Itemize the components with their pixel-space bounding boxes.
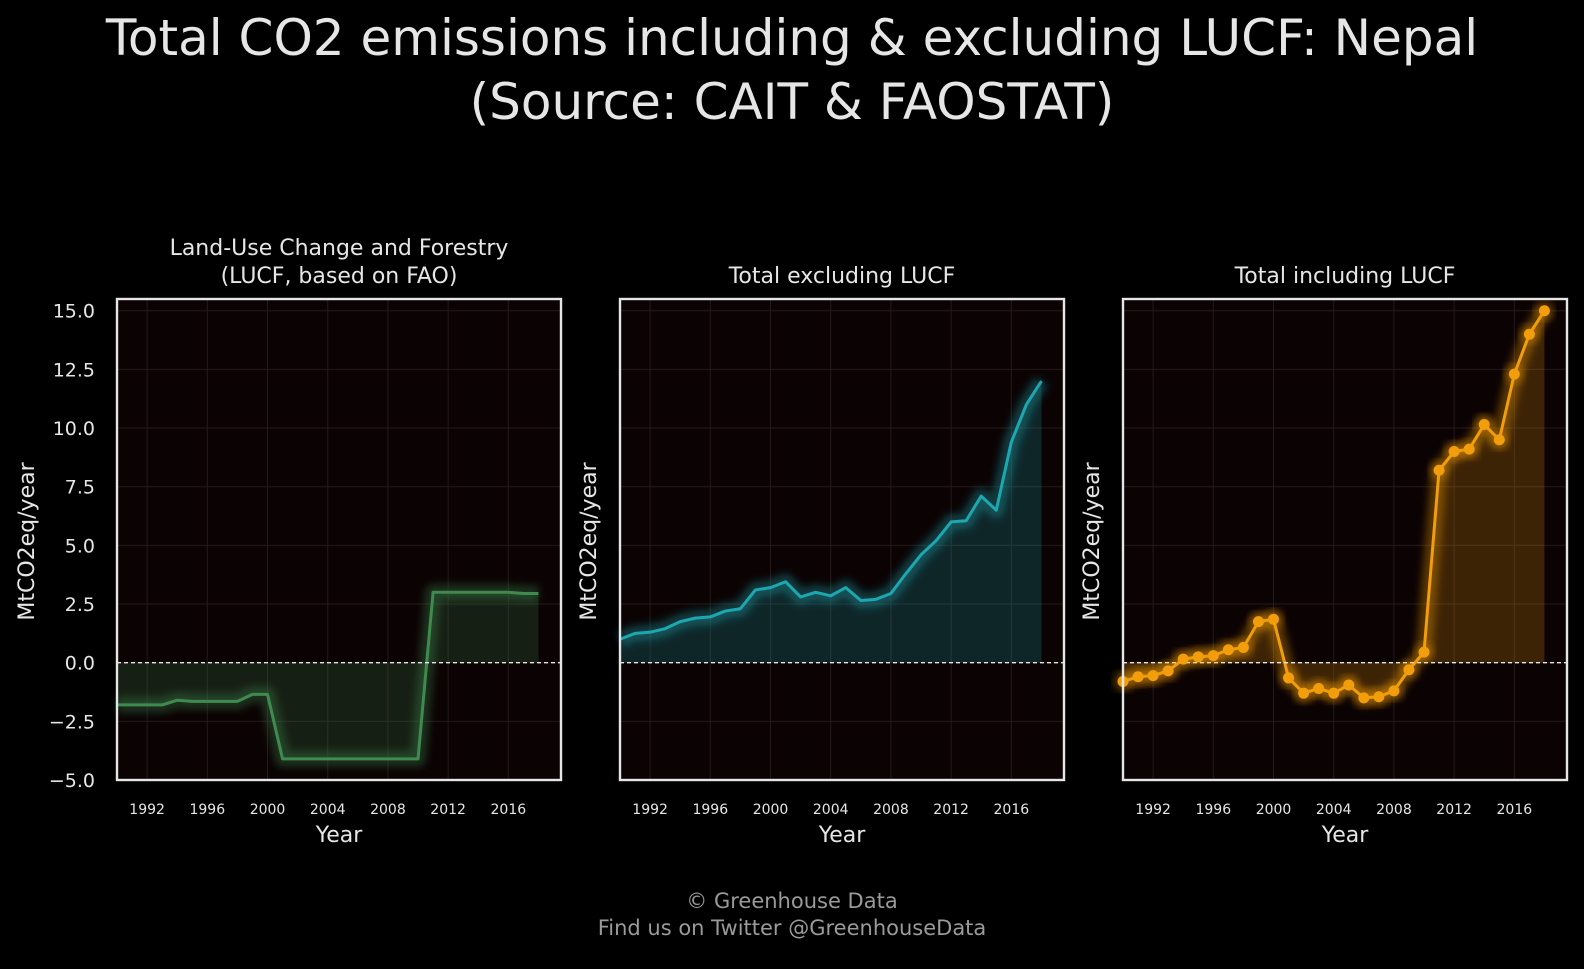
y-axis-label: MtCO2eq/year: [1080, 461, 1105, 620]
panel-title: Total including LUCF: [1234, 264, 1456, 289]
panel-title: (LUCF, based on FAO): [221, 264, 458, 289]
x-axis-label: Year: [818, 823, 867, 848]
data-point: [1358, 692, 1370, 704]
data-point: [1283, 672, 1295, 684]
y-tick-label: −2.5: [49, 711, 95, 733]
x-tick-label: 2004: [813, 802, 849, 818]
y-axis-label: MtCO2eq/year: [577, 461, 602, 620]
plot-frame: [618, 297, 1066, 782]
panel-title: Land-Use Change and Forestry: [170, 236, 509, 261]
plot-background: [620, 299, 1064, 780]
x-tick-label: 2008: [1376, 802, 1412, 818]
y-axis-label: MtCO2eq/year: [15, 461, 40, 620]
series-line: [619, 380, 1043, 641]
data-point: [1433, 464, 1445, 476]
data-point: [1448, 446, 1460, 458]
plot-background: [1123, 299, 1567, 780]
panel-title: Total excluding LUCF: [728, 264, 956, 289]
x-axis-label: Year: [315, 823, 364, 848]
data-point: [1538, 305, 1550, 317]
data-point: [1478, 419, 1490, 431]
data-point: [1222, 644, 1234, 656]
x-axis-label: Year: [1321, 823, 1370, 848]
footer: © Greenhouse Data Find us on Twitter @Gr…: [0, 888, 1584, 942]
chart-panel-3: 1992 1996 2000 2004 2008 2012 2016 Year MtCO2eq/…: [1080, 264, 1569, 848]
x-tick-label: 2008: [873, 802, 909, 818]
series-area: [620, 381, 1042, 663]
x-tick-label: 2000: [1256, 802, 1292, 818]
chart-panel-2: 1992 1996 2000 2004 2008 2012 2016 Year MtCO2eq/…: [577, 264, 1066, 848]
x-tick-label: 1992: [129, 802, 165, 818]
data-point: [1418, 646, 1430, 658]
x-tick-label: 2016: [994, 802, 1030, 818]
series-line: [117, 590, 539, 761]
x-tick-label: 1996: [1195, 802, 1231, 818]
x-tick-label: 1992: [632, 802, 668, 818]
y-tick-label: −5.0: [49, 770, 95, 792]
data-point: [1493, 434, 1505, 446]
x-tick-label: 2000: [250, 802, 286, 818]
x-tick-label: 2012: [1436, 802, 1472, 818]
series-area: [1123, 310, 1545, 698]
data-point: [1388, 685, 1400, 697]
data-point: [1463, 443, 1475, 455]
data-point: [1373, 691, 1385, 703]
data-point: [1508, 368, 1520, 380]
x-tick-label: 2000: [753, 802, 789, 818]
y-tick-label: 5.0: [65, 535, 95, 557]
data-point: [1298, 687, 1310, 699]
y-tick-label: 0.0: [65, 653, 95, 675]
x-tick-label: 2004: [310, 802, 346, 818]
data-point: [1237, 641, 1249, 653]
data-point: [1403, 664, 1415, 676]
chart-panel-1: 1992 1996 2000 2004 2008 2012 2016 15.0 12.5 10.0…: [15, 236, 563, 848]
page-title: Total CO2 emissions including & excludin…: [105, 9, 1479, 131]
x-tick-label: 2016: [491, 802, 527, 818]
y-tick-label: 7.5: [65, 477, 95, 499]
footer-twitter: Find us on Twitter @GreenhouseData: [597, 916, 987, 940]
data-point: [1192, 651, 1204, 663]
y-tick-label: 15.0: [53, 301, 95, 323]
data-point: [1147, 670, 1159, 682]
x-tick-label: 2004: [1316, 802, 1352, 818]
plot-frame: [115, 297, 563, 782]
data-point: [1162, 665, 1174, 677]
data-point: [1313, 682, 1325, 694]
data-point: [1328, 687, 1340, 699]
x-tick-label: 1996: [692, 802, 728, 818]
x-tick-label: 2008: [370, 802, 406, 818]
data-point: [1523, 328, 1535, 340]
x-tick-label: 1996: [189, 802, 225, 818]
data-point: [1132, 671, 1144, 683]
x-tick-label: 2016: [1497, 802, 1533, 818]
x-tick-label: 2012: [933, 802, 969, 818]
data-point: [1252, 616, 1264, 628]
x-tick-label: 1992: [1135, 802, 1171, 818]
x-tick-label: 2012: [430, 802, 466, 818]
data-point: [1207, 650, 1219, 662]
plot-frame: [1121, 297, 1569, 782]
footer-credit: © Greenhouse Data: [686, 889, 898, 913]
data-point: [1343, 679, 1355, 691]
y-tick-label: 2.5: [65, 594, 95, 616]
y-tick-label: 10.0: [53, 418, 95, 440]
y-tick-label: 12.5: [53, 359, 95, 381]
data-point: [1268, 613, 1280, 625]
data-point: [1177, 653, 1189, 665]
